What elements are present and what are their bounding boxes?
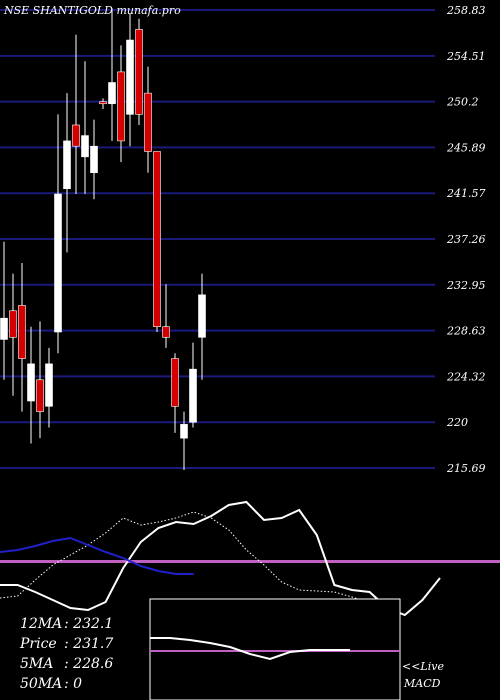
stats-box — [149, 598, 401, 700]
candle-14 — [126, 13, 134, 147]
y-tick-3: 245.89 — [446, 141, 486, 154]
candle-4 — [36, 321, 44, 439]
candle-body-17 — [153, 151, 161, 327]
y-tick-4: 241.57 — [446, 187, 486, 200]
candle-body-4 — [36, 379, 44, 412]
candle-10 — [90, 119, 98, 200]
candle-0 — [0, 241, 8, 380]
stat-label-3: 50MA — [20, 676, 62, 692]
inset-zero-line — [150, 650, 400, 652]
y-tick-9: 220 — [446, 416, 468, 429]
stat-label-1: Price — [19, 636, 57, 652]
candle-7 — [63, 93, 71, 253]
live-macd-label-2: MACD — [403, 677, 441, 690]
candle-21 — [189, 342, 197, 428]
candle-9 — [81, 61, 89, 194]
candle-body-18 — [162, 326, 170, 338]
y-tick-1: 254.51 — [446, 50, 486, 63]
candle-16 — [144, 66, 152, 173]
candle-5 — [45, 347, 53, 428]
y-tick-10: 215.69 — [446, 462, 486, 475]
candle-body-8 — [72, 124, 80, 147]
candle-body-13 — [117, 71, 125, 142]
stat-value-1: : 231.7 — [64, 636, 113, 652]
y-tick-8: 224.32 — [446, 370, 486, 383]
macd-series-0 — [0, 500, 441, 617]
y-tick-5: 237.26 — [446, 233, 486, 246]
candle-body-19 — [171, 358, 179, 407]
candle-body-5 — [45, 363, 53, 407]
y-tick-0: 258.83 — [446, 4, 486, 17]
candle-body-14 — [126, 39, 134, 115]
candle-11 — [99, 98, 107, 110]
candle-17 — [153, 151, 161, 333]
candle-22 — [198, 273, 206, 380]
macd-series-2 — [0, 536, 194, 575]
candle-15 — [135, 18, 143, 125]
candle-6 — [54, 114, 62, 354]
inset-series-0 — [150, 637, 350, 661]
stat-value-2: : 228.6 — [64, 656, 113, 672]
candle-body-11 — [99, 101, 107, 105]
candle-3 — [27, 326, 35, 444]
macd-lines — [0, 500, 441, 617]
candle-1 — [9, 273, 17, 396]
macd-series-1 — [0, 511, 370, 604]
candle-body-3 — [27, 363, 35, 402]
macd-zero-line — [0, 560, 500, 563]
candle-20 — [180, 411, 188, 471]
stat-label-0: 12MA — [20, 616, 62, 632]
candle-body-9 — [81, 135, 89, 158]
inset-macd-line — [150, 637, 350, 661]
candle-body-15 — [135, 29, 143, 115]
y-tick-labels: 258.83 254.51 250.2 245.89 241.57 237.26 232.9… — [446, 4, 486, 475]
candle-19 — [171, 353, 179, 433]
candle-body-10 — [90, 145, 98, 174]
candles — [0, 8, 206, 471]
candle-body-6 — [54, 193, 62, 333]
candle-body-0 — [0, 317, 8, 340]
y-tick-2: 250.2 — [446, 96, 479, 109]
candle-body-7 — [63, 140, 71, 189]
stat-value-0: : 232.1 — [64, 616, 113, 632]
candle-body-12 — [108, 82, 116, 105]
live-macd-label: <<Live — [402, 660, 444, 673]
candle-body-21 — [189, 368, 197, 423]
candle-body-1 — [9, 310, 17, 338]
candle-8 — [72, 34, 80, 194]
candle-2 — [18, 262, 26, 412]
grid-lines — [0, 9, 435, 469]
stat-value-3: : 0 — [64, 676, 82, 692]
candle-12 — [108, 8, 116, 141]
candle-13 — [117, 45, 125, 163]
candle-body-22 — [198, 294, 206, 338]
stat-label-2: 5MA — [20, 656, 53, 672]
candle-body-2 — [18, 305, 26, 359]
y-tick-6: 232.95 — [446, 279, 486, 292]
y-tick-7: 228.63 — [446, 325, 486, 338]
candle-body-16 — [144, 92, 152, 152]
candle-body-20 — [180, 424, 188, 439]
chart-title: NSE SHANTIGOLD munafa.pro — [3, 4, 181, 17]
candle-18 — [162, 284, 170, 348]
